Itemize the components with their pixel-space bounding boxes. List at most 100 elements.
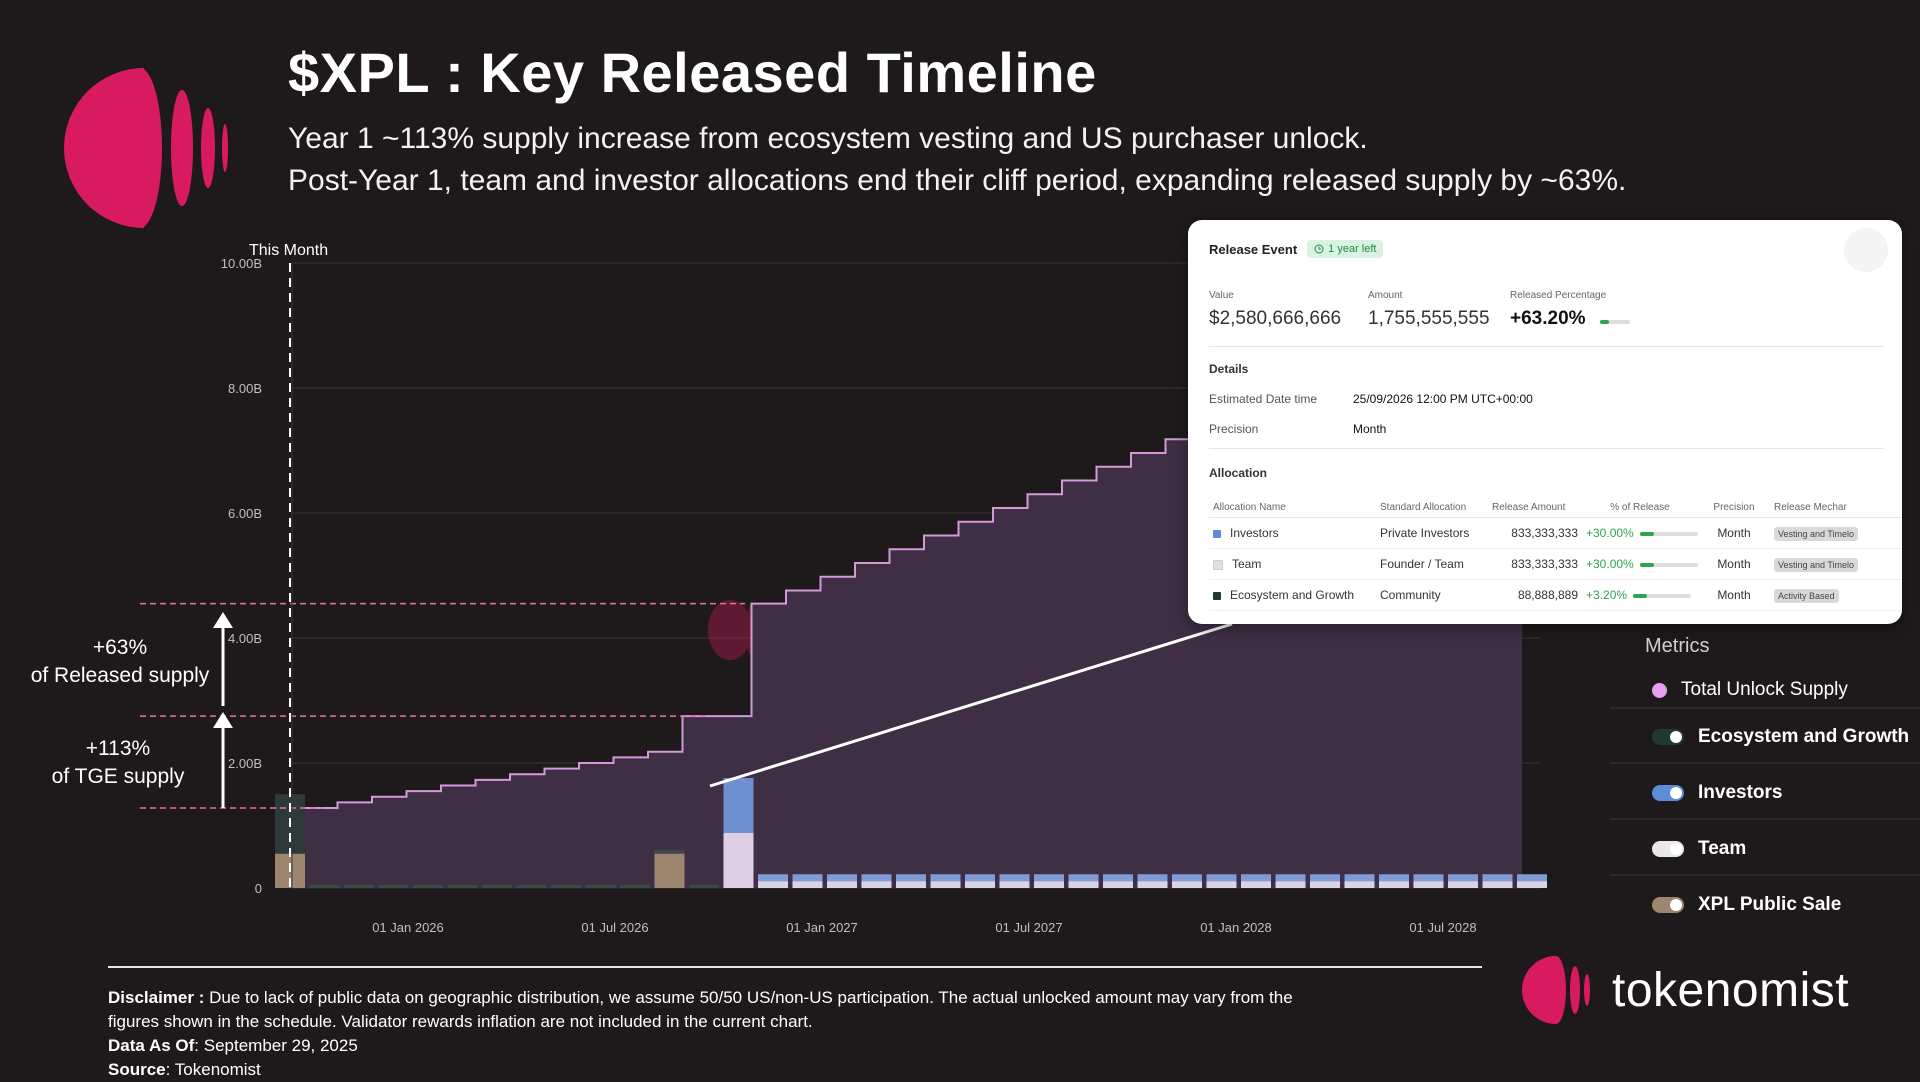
precision: Month [1698, 548, 1770, 580]
bar-team[interactable] [930, 881, 961, 888]
bar-team[interactable] [1172, 881, 1202, 888]
bar-investors[interactable] [827, 874, 857, 882]
bar-investors[interactable] [792, 874, 823, 882]
bar-investors[interactable] [1241, 874, 1271, 882]
legend-title: Metrics [1645, 635, 1710, 657]
bar-ecosystem[interactable] [344, 884, 374, 888]
this-month-label: This Month [249, 242, 328, 259]
column-header: Release Mechar [1770, 498, 1902, 518]
legend-toggle[interactable] [1652, 785, 1684, 801]
bar-team[interactable] [1413, 881, 1444, 888]
column-header: % of Release [1582, 498, 1698, 518]
release-mechanism: Vesting and Timelo [1774, 558, 1859, 572]
bar-investors[interactable] [1379, 874, 1409, 882]
bar-team[interactable] [1241, 881, 1271, 888]
bar-investors[interactable] [965, 874, 995, 882]
bar-team[interactable] [1448, 881, 1478, 888]
bar-team[interactable] [723, 833, 754, 888]
bar-investors[interactable] [999, 874, 1030, 882]
bar-ecosystem[interactable] [413, 884, 443, 888]
brand-logo: tokenomist [1520, 950, 1880, 1030]
bar-public-sale[interactable] [654, 853, 685, 888]
bar-team[interactable] [1206, 881, 1237, 888]
subtitle-line-1: Year 1 ~113% supply increase from ecosys… [288, 122, 1368, 155]
bar-ecosystem[interactable] [620, 884, 650, 888]
bar-team[interactable] [896, 881, 926, 888]
bar-team[interactable] [1068, 881, 1099, 888]
released-percentage-label: Released Percentage [1510, 290, 1607, 301]
bar-ecosystem[interactable] [689, 884, 719, 888]
bar-investors[interactable] [1344, 874, 1375, 882]
bar-investors[interactable] [723, 778, 754, 833]
bar-team[interactable] [1137, 881, 1168, 888]
bar-ecosystem[interactable] [447, 884, 478, 888]
bar-team[interactable] [827, 881, 857, 888]
bar-investors[interactable] [930, 874, 961, 882]
bar-ecosystem[interactable] [654, 849, 685, 854]
bar-team[interactable] [792, 881, 823, 888]
bar-investors[interactable] [1172, 874, 1202, 882]
bar-team[interactable] [999, 881, 1030, 888]
bar-investors[interactable] [1137, 874, 1168, 882]
legend-item[interactable]: Ecosystem and Growth [1610, 710, 1920, 764]
y-tick-label: 6.00B [228, 506, 262, 521]
release-amount: 833,333,333 [1488, 517, 1582, 549]
bar-investors[interactable] [896, 874, 926, 882]
data-as-of: Data As Of: September 29, 2025 [108, 1034, 358, 1058]
page-title: $XPL : Key Released Timeline [288, 41, 1097, 104]
bar-investors[interactable] [1206, 874, 1237, 882]
column-header: Precision [1698, 498, 1770, 518]
bar-investors[interactable] [861, 874, 892, 882]
bar-investors[interactable] [1448, 874, 1478, 882]
bar-investors[interactable] [1310, 874, 1340, 882]
bar-investors[interactable] [1482, 874, 1513, 882]
bar-ecosystem[interactable] [551, 884, 581, 888]
bar-ecosystem[interactable] [516, 884, 547, 888]
release-pct-bar [1639, 562, 1698, 567]
bar-investors[interactable] [1068, 874, 1099, 882]
bar-ecosystem[interactable] [482, 884, 512, 888]
bar-investors[interactable] [758, 874, 788, 882]
legend-toggle[interactable] [1652, 897, 1684, 913]
bar-investors[interactable] [1517, 874, 1547, 882]
bar-investors[interactable] [1413, 874, 1444, 882]
bar-ecosystem[interactable] [309, 884, 340, 888]
legend-toggle[interactable] [1652, 841, 1684, 857]
legend-item[interactable]: Investors [1610, 766, 1920, 820]
bar-team[interactable] [1310, 881, 1340, 888]
bar-investors[interactable] [1275, 874, 1306, 882]
legend-toggle[interactable] [1652, 729, 1684, 745]
release-amount: 88,888,889 [1488, 579, 1582, 611]
table-row[interactable]: Team Founder / Team 833,333,333 +30.00% Mont… [1209, 548, 1902, 580]
tge-supply-annotation: +113% of TGE supply [20, 735, 216, 791]
bar-team[interactable] [965, 881, 995, 888]
release-mechanism: Activity Based [1774, 589, 1839, 603]
popup-close-button[interactable] [1844, 228, 1888, 272]
bar-team[interactable] [1344, 881, 1375, 888]
bar-team[interactable] [1103, 881, 1133, 888]
bar-team[interactable] [861, 881, 892, 888]
bar-team[interactable] [1275, 881, 1306, 888]
y-tick-label: 4.00B [228, 631, 262, 646]
popup-header: Release Event 1 year left [1209, 240, 1384, 258]
release-mechanism: Vesting and Timelo [1774, 527, 1859, 541]
legend-item[interactable]: XPL Public Sale [1610, 878, 1920, 932]
bar-ecosystem[interactable] [585, 884, 616, 888]
legend-item[interactable]: Total Unlock Supply [1610, 663, 1920, 717]
bar-investors[interactable] [1103, 874, 1133, 882]
bar-team[interactable] [758, 881, 788, 888]
table-row[interactable]: Investors Private Investors 833,333,333 +30… [1209, 517, 1902, 549]
legend-item[interactable]: Team [1610, 822, 1920, 876]
bar-ecosystem[interactable] [378, 884, 409, 888]
legend-label: XPL Public Sale [1698, 894, 1842, 915]
bar-team[interactable] [1482, 881, 1513, 888]
bar-team[interactable] [1034, 881, 1064, 888]
mechanism-cell: Activity Based [1770, 579, 1902, 611]
precision-label: Precision [1209, 422, 1259, 436]
bar-investors[interactable] [1034, 874, 1064, 882]
bar-team[interactable] [1517, 881, 1547, 888]
table-row[interactable]: Ecosystem and Growth Community 88,888,889 +… [1209, 579, 1902, 611]
release-pct-bar [1639, 531, 1698, 536]
bar-team[interactable] [1379, 881, 1409, 888]
popup-title: Release Event [1209, 241, 1298, 257]
